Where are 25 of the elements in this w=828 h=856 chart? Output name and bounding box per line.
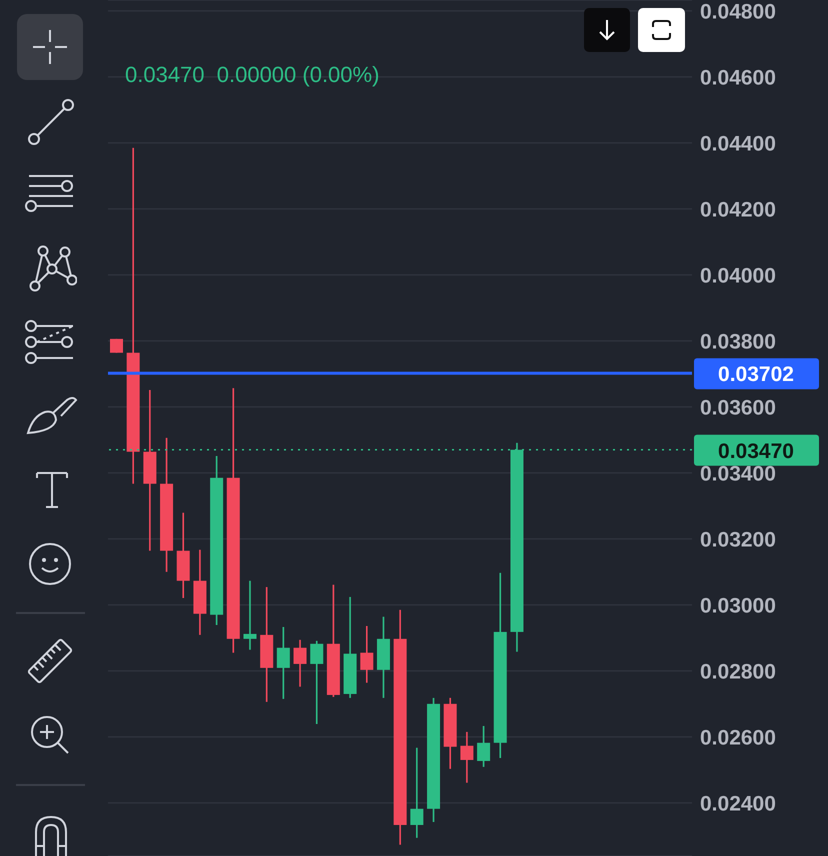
candlestick: [460, 731, 474, 784]
ref-line-label: 0.03470: [718, 440, 794, 463]
y-tick-label: 0.03200: [700, 528, 776, 552]
y-tick-label: 0.02400: [700, 792, 776, 816]
y-tick-label: 0.02800: [700, 660, 776, 684]
y-tick-label: 0.03000: [700, 594, 776, 618]
y-tick-label: 0.02600: [700, 726, 776, 750]
candlestick: [477, 725, 490, 768]
y-tick-label: 0.04000: [700, 264, 776, 288]
candlestick: [310, 640, 324, 725]
candlestick: [410, 746, 424, 839]
candlestick: [276, 626, 290, 700]
candlestick: [294, 639, 307, 688]
y-tick-label: 0.04200: [700, 198, 776, 222]
y-tick-label: 0.04600: [700, 66, 776, 90]
y-tick-label: 0.04400: [700, 132, 776, 156]
candlestick: [360, 625, 374, 684]
candlestick: [110, 338, 123, 354]
text: 0.03470 0.00000 (0.00%): [125, 62, 380, 88]
y-tick-label: 0.03800: [700, 330, 776, 354]
ref-line-label: 0.03702: [718, 363, 794, 386]
candlestick: [243, 580, 256, 651]
y-tick-label: 0.04800: [700, 0, 776, 24]
y-tick-label: 0.03400: [700, 462, 776, 486]
y-tick-label: 0.03600: [700, 396, 776, 420]
